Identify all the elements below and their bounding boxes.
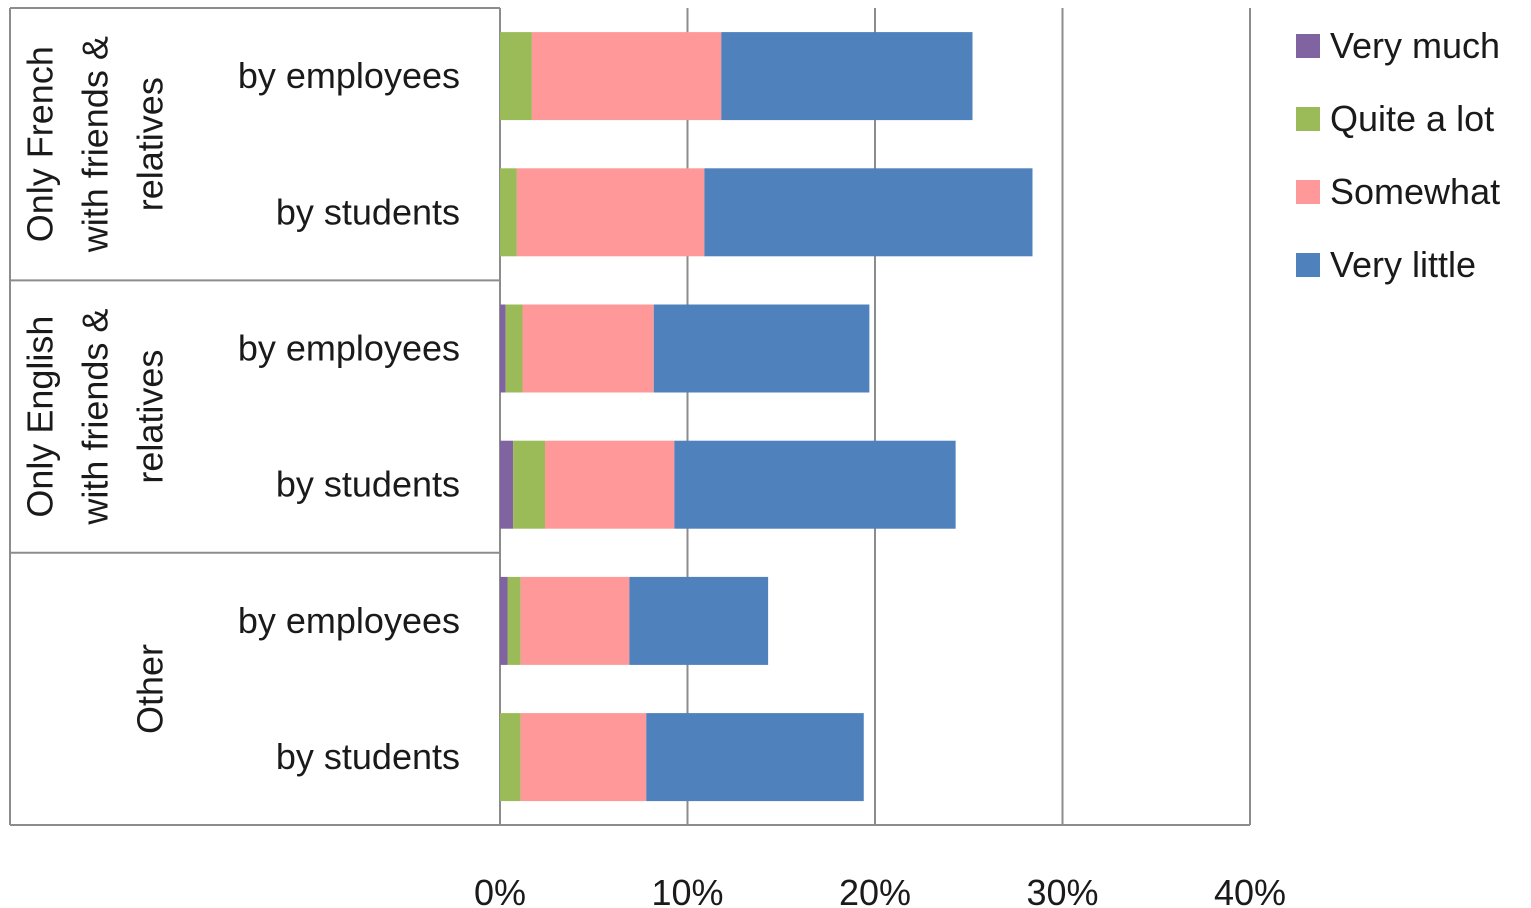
bar-segment-very-little: [704, 168, 1033, 257]
category-labels: by employees by students by employees by st…: [238, 55, 460, 777]
bar-segment-somewhat: [522, 304, 654, 393]
bar-segment-very-much: [500, 576, 508, 665]
group-label: Only French with friends & relatives: [20, 36, 171, 253]
bar-segment-very-little: [653, 304, 870, 393]
x-tick-label: 0%: [474, 872, 526, 908]
bar-segment-very-much: [500, 304, 506, 393]
bar-segment-somewhat: [520, 713, 647, 802]
bar-segment-quite-a-lot: [505, 304, 523, 393]
legend-swatch: [1296, 34, 1320, 58]
legend-label: Very much: [1330, 25, 1500, 66]
legend: Very much Quite a lot Somewhat Very little: [1296, 25, 1500, 285]
legend-label: Very little: [1330, 244, 1476, 285]
bar-segment-somewhat: [516, 168, 705, 257]
x-tick-label: 40%: [1214, 872, 1286, 908]
category-label: by employees: [238, 600, 460, 641]
bar-segment-quite-a-lot: [513, 440, 545, 529]
category-label: by students: [276, 191, 460, 232]
group-label-line: relatives: [130, 350, 171, 484]
x-tick-label: 20%: [839, 872, 911, 908]
bar-segment-very-little: [646, 713, 864, 802]
group-label-line: relatives: [130, 77, 171, 211]
bar-segment-quite-a-lot: [507, 576, 521, 665]
category-label: by employees: [238, 55, 460, 96]
group-label-line: with friends &: [75, 309, 116, 526]
group-label: Other: [130, 644, 171, 734]
bar-segment-somewhat: [545, 440, 675, 529]
group-label-line: with friends &: [75, 36, 116, 253]
category-label: by employees: [238, 328, 460, 369]
bar-segment-somewhat: [520, 576, 630, 665]
bar-segment-quite-a-lot: [500, 168, 517, 257]
group-label-line: Only French: [20, 46, 61, 242]
bar-segment-very-little: [629, 576, 769, 665]
bars: [500, 32, 1033, 802]
group-label-line: Only English: [20, 316, 61, 518]
bar-segment-quite-a-lot: [500, 32, 532, 121]
gridlines: [686, 8, 1251, 825]
category-label: by students: [276, 464, 460, 505]
group-label-line: Other: [130, 644, 171, 734]
bar-segment-very-much: [500, 440, 514, 529]
bar-segment-quite-a-lot: [500, 713, 521, 802]
legend-swatch: [1296, 107, 1320, 131]
x-tick-label: 30%: [1026, 872, 1098, 908]
axes: [9, 7, 1250, 826]
legend-swatch: [1296, 180, 1320, 204]
x-tick-labels: 0% 10% 20% 30% 40%: [474, 872, 1286, 908]
bar-segment-very-little: [721, 32, 973, 121]
legend-label: Somewhat: [1330, 171, 1500, 212]
bar-segment-very-little: [674, 440, 956, 529]
category-label: by students: [276, 736, 460, 777]
legend-label: Quite a lot: [1330, 98, 1494, 139]
legend-swatch: [1296, 253, 1320, 277]
bar-segment-somewhat: [531, 32, 722, 121]
x-tick-label: 10%: [651, 872, 723, 908]
group-label: Only English with friends & relatives: [20, 309, 171, 526]
